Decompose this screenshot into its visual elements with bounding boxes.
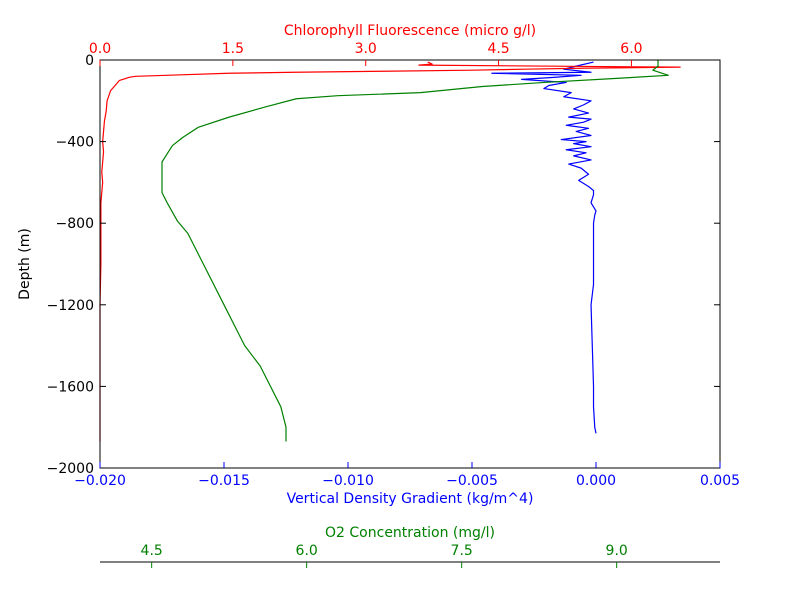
density-tick-label: −0.010: [322, 473, 374, 489]
y-tick-label: 0: [85, 53, 94, 69]
chlorophyll-tick-label: 6.0: [620, 41, 642, 57]
y-tick-label: −800: [56, 216, 94, 232]
oxygen-tick-label: 6.0: [296, 543, 318, 559]
y-axis-label: Depth (m): [17, 228, 33, 300]
chlorophyll-tick-label: 0.0: [89, 41, 111, 57]
plot-frame: [99, 59, 721, 469]
oxygen-axis-label: O2 Concentration (mg/l): [325, 525, 495, 541]
oxygen-tick-label: 9.0: [606, 543, 628, 559]
oxygen-tick-label: 7.5: [451, 543, 473, 559]
chlorophyll-profile-line: [99, 61, 681, 442]
density-tick-label: −0.015: [198, 473, 250, 489]
density-tick-label: 0.005: [700, 473, 740, 489]
chlorophyll-tick-label: 4.5: [487, 41, 509, 57]
chlorophyll-tick-label: 1.5: [222, 41, 244, 57]
density-tick-label: 0.000: [576, 473, 616, 489]
y-tick-label: −400: [56, 135, 94, 151]
y-tick-label: −1600: [47, 379, 94, 395]
density-tick-label: −0.020: [74, 473, 126, 489]
chlorophyll-tick-label: 3.0: [355, 41, 377, 57]
chlorophyll-axis-label: Chlorophyll Fluorescence (micro g/l): [284, 23, 536, 39]
y-tick-label: −1200: [47, 298, 94, 314]
y-tick-label: −2000: [47, 461, 94, 477]
density-axis-label: Vertical Density Gradient (kg/m^4): [287, 491, 534, 507]
axis-layer: −2000 −1600 −1200 −800 −400 0 −0.020 −0.015 −0.0…: [47, 41, 740, 568]
oxygen-tick-label: 4.5: [141, 543, 163, 559]
density-profile-line: [491, 61, 597, 434]
oxygen-profile-line: [161, 60, 669, 442]
series-layer: [99, 60, 681, 442]
density-tick-label: −0.005: [446, 473, 498, 489]
